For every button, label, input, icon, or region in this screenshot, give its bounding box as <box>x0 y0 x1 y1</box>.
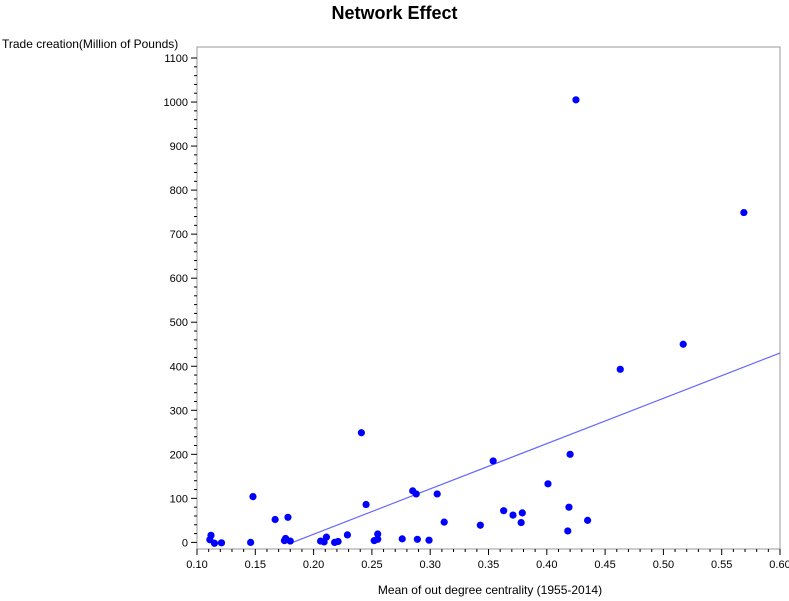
x-tick-label: 0.45 <box>594 559 615 571</box>
data-point <box>374 535 382 543</box>
x-tick-label: 0.15 <box>245 559 266 571</box>
data-point <box>322 533 331 541</box>
data-point <box>433 490 441 498</box>
data-point <box>544 480 552 488</box>
y-tick-label: 800 <box>170 185 188 197</box>
y-tick-label: 900 <box>170 141 188 153</box>
y-tick-label: 300 <box>170 405 188 417</box>
y-tick-label: 600 <box>170 273 188 285</box>
y-tick-label: 700 <box>170 229 188 241</box>
data-point <box>271 515 279 524</box>
x-tick-label: 0.55 <box>711 559 732 571</box>
data-point <box>249 492 257 501</box>
y-tick-label: 1000 <box>164 97 188 109</box>
data-point <box>343 531 352 539</box>
x-tick-label: 0.20 <box>303 559 324 571</box>
plot-frame <box>196 46 781 550</box>
data-point <box>517 518 525 527</box>
data-point <box>518 509 526 517</box>
data-point <box>374 530 382 538</box>
y-tick-label: 400 <box>170 361 188 373</box>
data-point <box>476 521 484 529</box>
y-tick-label: 500 <box>170 317 188 329</box>
x-tick-label: 0.60 <box>769 559 789 571</box>
data-point <box>357 429 366 437</box>
data-point <box>284 513 292 521</box>
data-point <box>679 340 687 348</box>
data-point <box>616 365 624 373</box>
data-point <box>584 516 592 524</box>
data-point <box>509 511 517 519</box>
data-point <box>217 539 226 547</box>
data-point <box>210 539 219 547</box>
y-tick-label: 1100 <box>164 53 188 65</box>
data-point <box>740 208 748 217</box>
y-axis-label: Trade creation(Million of Pounds) <box>2 37 179 51</box>
data-point <box>564 527 572 535</box>
y-tick-label: 0 <box>182 537 188 549</box>
fit-line <box>290 352 781 544</box>
chart-title: Network Effect <box>331 3 458 23</box>
x-tick-label: 0.35 <box>478 559 499 571</box>
y-tick-label: 200 <box>170 449 188 461</box>
data-point <box>566 450 574 458</box>
data-point <box>413 535 421 543</box>
data-point <box>572 96 580 104</box>
data-point <box>440 518 448 526</box>
x-tick-label: 0.30 <box>419 559 440 571</box>
y-tick-label: 100 <box>170 493 188 505</box>
data-point <box>412 490 420 498</box>
x-axis-label: Mean of out degree centrality (1955-2014… <box>377 583 603 597</box>
data-point <box>398 535 406 543</box>
x-tick-label: 0.10 <box>186 559 207 571</box>
data-point <box>286 537 294 545</box>
data-point <box>489 457 497 465</box>
data-point <box>334 537 342 546</box>
data-point <box>425 536 433 544</box>
x-tick-label: 0.25 <box>361 559 382 571</box>
x-tick-label: 0.50 <box>653 559 674 571</box>
data-point <box>565 503 573 511</box>
data-point <box>362 500 370 509</box>
x-tick-label: 0.40 <box>536 559 557 571</box>
data-point <box>247 538 255 546</box>
data-point <box>500 507 508 515</box>
